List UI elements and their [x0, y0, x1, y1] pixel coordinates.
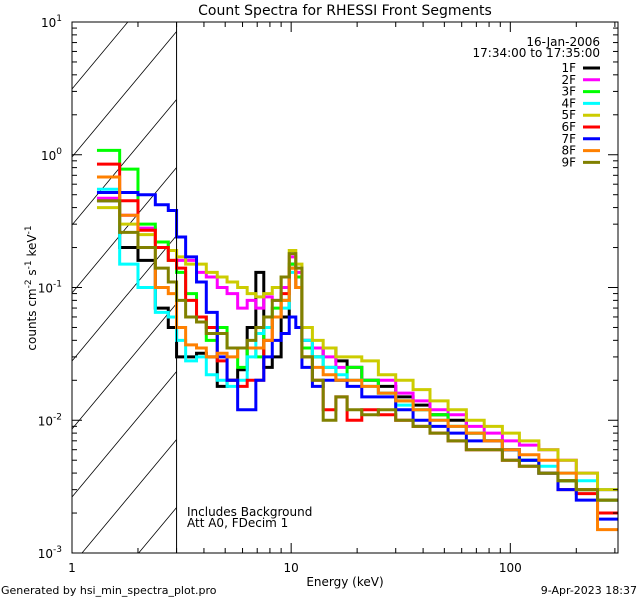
hatch-line [71, 303, 177, 430]
hatch-line [81, 439, 177, 554]
footer-generated-by: Generated by hsi_min_spectra_plot.pro [1, 584, 217, 597]
hatched-region [71, 21, 177, 554]
annotation-attenuator: Att A0, FDecim 1 [187, 516, 288, 530]
axis-ticks [72, 22, 618, 553]
series-9F-line [96, 199, 618, 502]
y-tick-label: 10-2 [38, 412, 62, 428]
x-tick-label: 1 [68, 561, 76, 575]
legend-label-1F: 1F [561, 61, 576, 75]
legend-time-range: 17:34:00 to 17:35:00 [473, 46, 600, 60]
hatch-line [71, 235, 177, 362]
chart-title: Count Spectra for RHESSI Front Segments [198, 3, 492, 19]
hatch-line [71, 31, 177, 158]
y-tick-label: 10-3 [38, 545, 62, 561]
x-tick-label: 100 [499, 561, 522, 575]
legend-label-3F: 3F [561, 85, 576, 99]
hatch-line [71, 99, 177, 226]
y-tick-label: 10-1 [38, 280, 62, 296]
hatch-line [71, 21, 129, 90]
y-tick-label: 100 [41, 147, 62, 163]
y-tick-label: 101 [41, 14, 62, 30]
x-tick-labels: 1 10 100 [68, 561, 522, 575]
y-tick-labels: 10-3 10-2 10-1 100 101 [38, 14, 63, 561]
legend-date: 16-Jan-2006 [526, 35, 600, 49]
x-axis-label: Energy (keV) [306, 575, 383, 589]
legend-label-2F: 2F [561, 73, 576, 87]
legend-label-7F: 7F [561, 132, 576, 146]
legend-label-9F: 9F [561, 155, 576, 169]
hatch-line [71, 371, 177, 498]
hatch-line [71, 167, 177, 294]
footer-timestamp: 9-Apr-2023 18:37 [541, 584, 637, 597]
series-group [96, 148, 618, 532]
hatch-line [138, 507, 177, 554]
y-axis-label: counts cm-2 s-1 keV-1 [24, 225, 39, 350]
x-tick-label: 10 [284, 561, 299, 575]
legend-label-8F: 8F [561, 144, 576, 158]
legend-label-5F: 5F [561, 108, 576, 122]
legend-label-6F: 6F [561, 120, 576, 134]
annotation-background: Includes Background [187, 505, 312, 519]
legend-label-4F: 4F [561, 96, 576, 110]
